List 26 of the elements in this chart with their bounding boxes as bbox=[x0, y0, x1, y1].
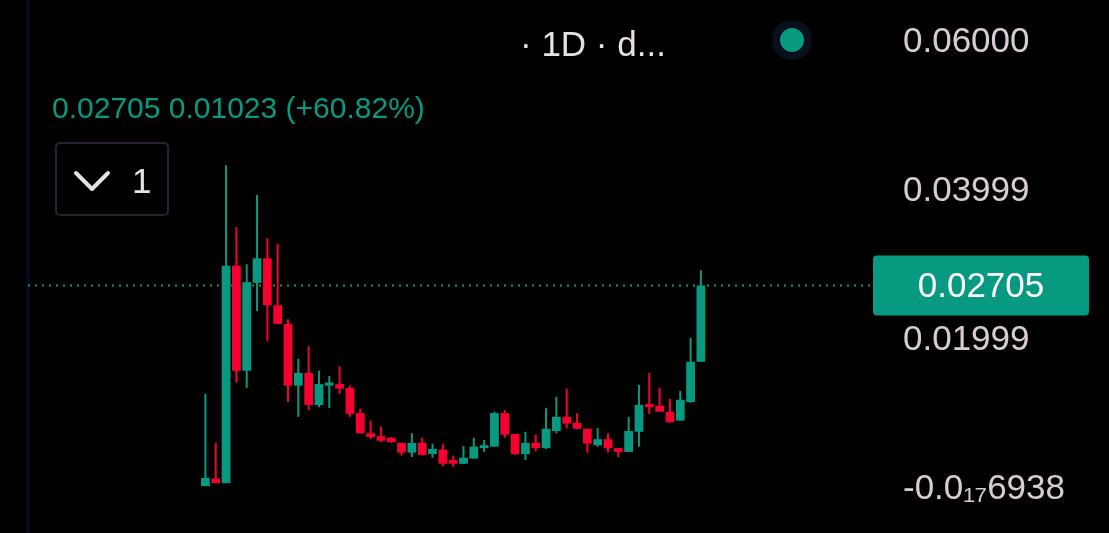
candlestick bbox=[314, 369, 324, 409]
candlestick bbox=[355, 407, 365, 435]
annotation: 0.02705 0.01023 (+60.82%) bbox=[52, 91, 425, 124]
y-tick-label: 0.01999 bbox=[903, 317, 1030, 357]
candlestick bbox=[211, 441, 221, 485]
candlestick bbox=[562, 387, 572, 430]
candlestick bbox=[366, 419, 375, 441]
y-tick-label: 0.06000 bbox=[903, 19, 1030, 59]
candlestick bbox=[335, 365, 344, 395]
candlestick bbox=[521, 430, 530, 462]
candlestick bbox=[273, 243, 283, 325]
y-tick-label: 0.03999 bbox=[903, 168, 1030, 208]
candlestick bbox=[324, 374, 334, 409]
candlestick bbox=[407, 432, 417, 459]
candlestick bbox=[624, 415, 634, 453]
candlestick bbox=[293, 357, 303, 418]
candlestick bbox=[603, 432, 613, 454]
ref-line-label: 0.02705 bbox=[917, 265, 1045, 305]
candlestick bbox=[593, 427, 603, 448]
candlestick bbox=[438, 442, 448, 467]
candlestick bbox=[500, 409, 510, 439]
y-tick-label: -0.0₁₇6938 bbox=[903, 466, 1066, 506]
text: · 1D · d... bbox=[520, 24, 666, 63]
annotation: 1 bbox=[132, 161, 152, 200]
candlestick bbox=[201, 392, 210, 488]
candlestick bbox=[552, 395, 561, 435]
